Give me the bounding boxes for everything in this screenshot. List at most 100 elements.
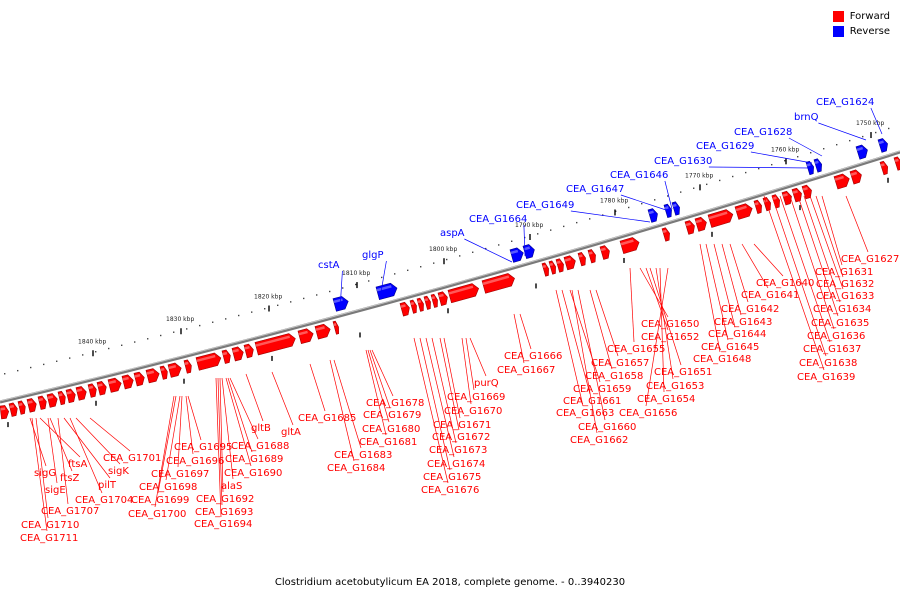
forward-leader bbox=[35, 417, 49, 519]
forward-gene-label: CEA_G1710 bbox=[21, 520, 79, 531]
forward-gene-gloss bbox=[410, 301, 415, 306]
reverse-leader bbox=[870, 107, 883, 135]
tick-dot bbox=[576, 221, 578, 224]
tick-dot bbox=[121, 344, 123, 346]
forward-gene-label: CEA_G1684 bbox=[327, 463, 385, 474]
forward-leader bbox=[333, 359, 362, 449]
forward-gene-label: CEA_G1651 bbox=[654, 367, 712, 378]
forward-gene-label: CEA_G1648 bbox=[693, 354, 751, 365]
forward-gene-label: CEA_G1670 bbox=[444, 406, 502, 417]
forward-leader bbox=[845, 195, 869, 253]
forward-gene-label: CEA_G1657 bbox=[591, 358, 649, 369]
forward-gene-label: CEA_G1650 bbox=[641, 319, 699, 330]
forward-gene-label: CEA_G1652 bbox=[641, 332, 699, 343]
forward-gene-shape bbox=[314, 323, 331, 340]
forward-gene-gloss bbox=[880, 163, 885, 167]
forward-gene-shape bbox=[167, 362, 182, 378]
forward-gene-label: CEA_G1681 bbox=[359, 437, 417, 448]
forward-gene-gloss bbox=[564, 257, 572, 262]
forward-leader bbox=[753, 243, 784, 277]
reverse-gene bbox=[375, 282, 398, 301]
forward-leader bbox=[439, 337, 460, 431]
forward-gene-label: CEA_G1697 bbox=[151, 469, 209, 480]
reverse-gene bbox=[813, 158, 822, 173]
forward-gene bbox=[548, 260, 556, 275]
forward-gene-label: CEA_G1661 bbox=[563, 396, 621, 407]
tick-dot bbox=[524, 236, 526, 239]
forward-gene-gloss bbox=[588, 251, 593, 255]
forward-gene-gloss bbox=[184, 361, 189, 366]
tick-dot bbox=[43, 363, 45, 366]
forward-gene-label: CEA_G1633 bbox=[816, 291, 874, 302]
forward-gene-label: CEA_G1680 bbox=[362, 424, 420, 435]
reverse-gene-gloss bbox=[376, 285, 392, 292]
forward-gene bbox=[183, 359, 192, 374]
reverse-gene-label: CEA_G1646 bbox=[610, 170, 668, 181]
forward-gene-shape bbox=[762, 197, 771, 212]
forward-gene-label: CEA_G1662 bbox=[570, 435, 628, 446]
forward-leader bbox=[219, 377, 224, 493]
forward-gene-gloss bbox=[18, 402, 23, 407]
forward-gene bbox=[753, 199, 762, 214]
forward-leader bbox=[31, 417, 48, 532]
reverse-gene bbox=[509, 247, 524, 263]
reverse-gene-shape bbox=[855, 144, 868, 160]
forward-gene-gloss bbox=[400, 304, 406, 308]
forward-leader bbox=[771, 195, 827, 357]
forward-gene-gloss bbox=[792, 190, 798, 194]
forward-gene bbox=[481, 273, 515, 294]
tick-label: 1820 kbp bbox=[254, 294, 282, 301]
forward-gene bbox=[332, 320, 339, 335]
tick-dot bbox=[4, 373, 6, 375]
forward-gene-shape bbox=[145, 368, 160, 384]
forward-leader bbox=[821, 195, 843, 266]
tick-dot bbox=[459, 255, 461, 257]
tick-dot bbox=[745, 171, 747, 174]
forward-leader bbox=[221, 377, 234, 480]
forward-gene-gloss bbox=[438, 293, 444, 298]
forward-gene-gloss bbox=[0, 407, 6, 411]
forward-gene-shape bbox=[833, 173, 850, 190]
tick-dot bbox=[849, 139, 851, 142]
reverse-leader bbox=[708, 166, 811, 169]
forward-gene-label: CEA_G1679 bbox=[363, 410, 421, 421]
forward-gene-shape bbox=[332, 320, 339, 335]
forward-leader bbox=[371, 349, 394, 397]
forward-leader bbox=[75, 417, 121, 465]
reverse-gene-gloss bbox=[814, 160, 819, 165]
forward-leader bbox=[721, 243, 742, 316]
forward-gene bbox=[893, 156, 900, 171]
tick-dot bbox=[407, 269, 409, 272]
forward-gene-gloss bbox=[549, 262, 554, 267]
forward-gene bbox=[577, 252, 586, 267]
forward-gene-label: CEA_G1671 bbox=[433, 420, 491, 431]
forward-gene-gloss bbox=[66, 390, 72, 395]
forward-gene-gloss bbox=[122, 376, 129, 381]
forward-gene-label: CEA_G1641 bbox=[741, 290, 799, 301]
forward-gene bbox=[762, 197, 771, 212]
forward-gene bbox=[26, 398, 37, 413]
forward-gene-label: CEA_G1644 bbox=[708, 329, 766, 340]
reverse-leader bbox=[664, 180, 673, 210]
forward-gene-shape bbox=[399, 301, 410, 317]
forward-gene-shape bbox=[423, 295, 431, 310]
tick-dot bbox=[537, 233, 539, 235]
forward-gene-shape bbox=[587, 249, 596, 264]
forward-gene bbox=[314, 323, 331, 340]
tick-dot bbox=[199, 324, 201, 327]
forward-gene bbox=[879, 160, 888, 176]
forward-leader bbox=[245, 373, 264, 422]
forward-leader bbox=[645, 267, 669, 407]
forward-gene bbox=[781, 190, 792, 206]
reverse-gene-shape bbox=[671, 201, 680, 216]
reverse-gene-label: CEA_G1628 bbox=[734, 127, 792, 138]
tick-dot bbox=[225, 318, 227, 320]
forward-leader bbox=[443, 337, 461, 419]
forward-gene-shape bbox=[183, 359, 192, 374]
reverse-gene-shape bbox=[647, 208, 658, 223]
forward-gene-gloss bbox=[168, 364, 177, 370]
forward-gene-shape bbox=[57, 390, 66, 406]
forward-gene bbox=[297, 328, 314, 344]
forward-gene bbox=[8, 402, 18, 417]
